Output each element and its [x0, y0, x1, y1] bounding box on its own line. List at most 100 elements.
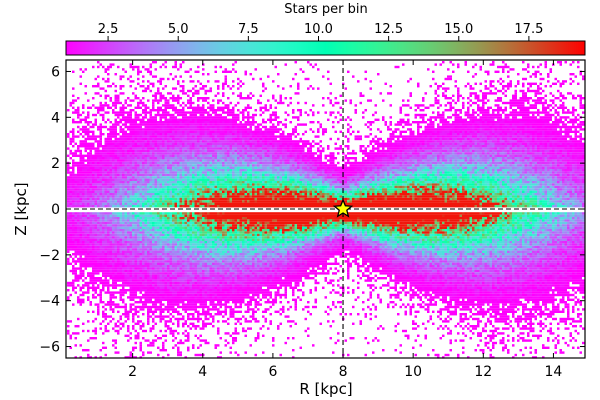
heatmap-cell: [164, 255, 167, 258]
heatmap-cell: [122, 221, 125, 225]
heatmap-cell: [144, 274, 147, 277]
heatmap-cell: [179, 313, 182, 316]
heatmap-cell: [129, 188, 132, 191]
heatmap-cell: [124, 334, 127, 337]
heatmap-cell: [144, 298, 147, 301]
heatmap-cell: [132, 231, 135, 234]
heatmap-cell: [189, 219, 192, 222]
heatmap-cell: [74, 262, 77, 265]
heatmap-cell: [142, 130, 145, 133]
heatmap-cell: [192, 303, 195, 306]
heatmap-cell: [87, 128, 90, 131]
heatmap-cell: [107, 262, 110, 265]
heatmap-cell: [132, 253, 135, 256]
heatmap-cell: [139, 212, 142, 215]
heatmap-cell: [169, 166, 172, 169]
heatmap-cell: [187, 274, 190, 277]
heatmap-cell: [114, 325, 117, 328]
heatmap-cell: [102, 284, 105, 287]
heatmap-cell: [117, 140, 120, 143]
heatmap-cell: [94, 224, 97, 227]
heatmap-cell: [124, 289, 127, 292]
heatmap-cell: [212, 188, 215, 191]
heatmap-cell: [99, 248, 102, 251]
heatmap-cell: [207, 250, 210, 253]
heatmap-cell: [157, 152, 160, 155]
heatmap-cell: [112, 219, 115, 222]
heatmap-cell: [194, 269, 197, 273]
heatmap-cell: [132, 121, 135, 124]
heatmap-cell: [134, 202, 137, 205]
heatmap-cell: [159, 197, 162, 201]
heatmap-cell: [134, 291, 137, 294]
heatmap-cell: [144, 238, 147, 241]
heatmap-cell: [127, 224, 130, 227]
heatmap-cell: [209, 277, 212, 280]
heatmap-cell: [207, 161, 210, 165]
heatmap-cell: [142, 104, 145, 107]
heatmap-cell: [92, 113, 95, 117]
heatmap-cell: [184, 152, 187, 155]
heatmap-cell: [82, 229, 85, 232]
heatmap-cell: [94, 231, 97, 234]
heatmap-cell: [127, 334, 130, 337]
heatmap-cell: [127, 310, 130, 313]
heatmap-cell: [82, 171, 85, 174]
heatmap-cell: [132, 255, 135, 258]
heatmap-cell: [199, 169, 202, 172]
heatmap-cell: [164, 221, 167, 225]
heatmap-cell: [209, 269, 212, 273]
heatmap-cell: [114, 94, 117, 97]
heatmap-cell: [119, 169, 122, 172]
heatmap-cell: [177, 140, 180, 143]
heatmap-cell: [139, 154, 142, 157]
heatmap-cell: [162, 277, 165, 280]
heatmap-cell: [162, 128, 165, 131]
heatmap-cell: [164, 145, 167, 148]
heatmap-cell: [74, 274, 77, 277]
heatmap-cell: [152, 269, 155, 273]
heatmap-cell: [124, 200, 127, 203]
heatmap-cell: [67, 229, 70, 232]
heatmap-cell: [87, 181, 90, 184]
heatmap-cell: [127, 265, 130, 268]
heatmap-cell: [174, 133, 177, 136]
heatmap-cell: [77, 109, 80, 112]
heatmap-cell: [112, 109, 115, 112]
heatmap-cell: [204, 226, 207, 229]
heatmap-cell: [187, 272, 190, 275]
heatmap-cell: [147, 214, 150, 217]
heatmap-cell: [187, 279, 190, 282]
heatmap-cell: [142, 289, 145, 292]
heatmap-cell: [189, 157, 192, 160]
heatmap-cell: [69, 183, 72, 186]
heatmap-cell: [167, 130, 170, 133]
heatmap-cell: [172, 161, 175, 165]
heatmap-cell: [167, 253, 170, 256]
heatmap-cell: [187, 301, 190, 304]
heatmap-cell: [199, 219, 202, 222]
heatmap-cell: [139, 195, 142, 198]
heatmap-cell: [122, 277, 125, 280]
heatmap-cell: [202, 85, 205, 88]
heatmap-cell: [72, 226, 75, 229]
heatmap-cell: [207, 272, 210, 275]
heatmap-cell: [154, 303, 157, 306]
heatmap-cell: [197, 185, 200, 189]
heatmap-cell: [92, 337, 95, 340]
heatmap-cell: [112, 286, 115, 289]
heatmap-cell: [99, 149, 102, 153]
heatmap-cell: [157, 161, 160, 165]
heatmap-cell: [202, 286, 205, 289]
heatmap-cell: [167, 190, 170, 193]
heatmap-cell: [82, 248, 85, 251]
heatmap-cell: [189, 133, 192, 136]
heatmap-cell: [67, 226, 70, 229]
heatmap-cell: [184, 130, 187, 133]
heatmap-cell: [87, 281, 90, 285]
heatmap-cell: [169, 104, 172, 107]
heatmap-cell: [167, 289, 170, 292]
heatmap-cell: [174, 337, 177, 340]
heatmap-cell: [122, 185, 125, 189]
heatmap-cell: [189, 279, 192, 282]
